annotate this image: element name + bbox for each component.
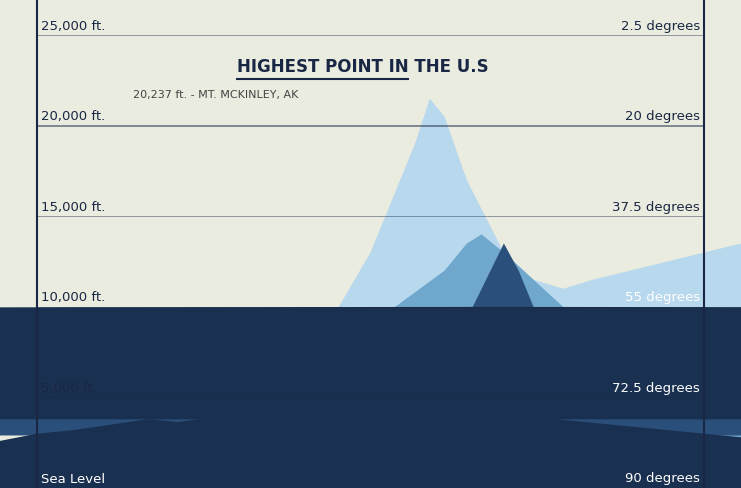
Polygon shape [0,375,741,416]
Polygon shape [0,367,741,398]
Polygon shape [0,401,741,488]
Text: 20,237 ft. - MT. MCKINLEY, AK: 20,237 ft. - MT. MCKINLEY, AK [133,89,299,100]
Polygon shape [0,393,741,416]
Polygon shape [0,307,741,356]
Polygon shape [0,387,741,408]
Polygon shape [0,401,741,420]
Text: 10,000 ft.: 10,000 ft. [41,291,105,304]
Polygon shape [0,408,741,434]
Polygon shape [0,374,741,400]
Polygon shape [0,388,741,413]
Polygon shape [0,413,741,436]
Text: Sea Level: Sea Level [41,472,105,485]
Polygon shape [0,364,741,414]
Text: 15,000 ft.: 15,000 ft. [41,200,105,213]
Polygon shape [0,391,741,414]
Polygon shape [0,347,741,380]
Polygon shape [0,400,741,420]
Polygon shape [0,397,741,419]
Text: 5,000 ft.: 5,000 ft. [41,381,96,394]
Polygon shape [0,363,741,392]
Text: 2.5 degrees: 2.5 degrees [621,20,700,33]
Text: 20 degrees: 20 degrees [625,110,700,123]
Polygon shape [0,342,741,384]
Polygon shape [0,390,741,411]
Polygon shape [0,352,741,390]
Text: 37.5 degrees: 37.5 degrees [613,200,700,213]
Polygon shape [0,372,741,418]
Polygon shape [0,376,741,400]
Polygon shape [0,419,296,488]
Text: 20,000 ft.: 20,000 ft. [41,110,105,123]
Polygon shape [0,410,741,434]
Text: 55 degrees: 55 degrees [625,291,700,304]
Polygon shape [0,405,741,432]
Polygon shape [0,381,741,407]
Text: 90 degrees: 90 degrees [625,471,700,485]
Polygon shape [0,401,741,430]
Polygon shape [0,356,741,385]
Polygon shape [0,357,741,391]
Polygon shape [0,383,741,406]
Polygon shape [0,395,741,427]
Polygon shape [0,411,741,434]
Polygon shape [0,387,741,419]
Polygon shape [0,327,741,368]
Polygon shape [0,403,741,422]
Polygon shape [0,334,741,371]
Text: 72.5 degrees: 72.5 degrees [613,381,700,394]
Polygon shape [0,314,741,359]
Polygon shape [0,100,741,488]
Polygon shape [0,235,741,488]
Text: 25,000 ft.: 25,000 ft. [41,20,105,33]
Polygon shape [0,378,741,402]
Polygon shape [0,383,741,419]
Polygon shape [0,388,741,409]
Polygon shape [0,403,741,430]
Polygon shape [0,338,741,383]
Polygon shape [296,244,741,488]
Text: HIGHEST POINT IN THE U.S: HIGHEST POINT IN THE U.S [237,58,489,76]
Polygon shape [0,372,741,398]
Polygon shape [0,307,741,488]
Polygon shape [0,362,741,416]
